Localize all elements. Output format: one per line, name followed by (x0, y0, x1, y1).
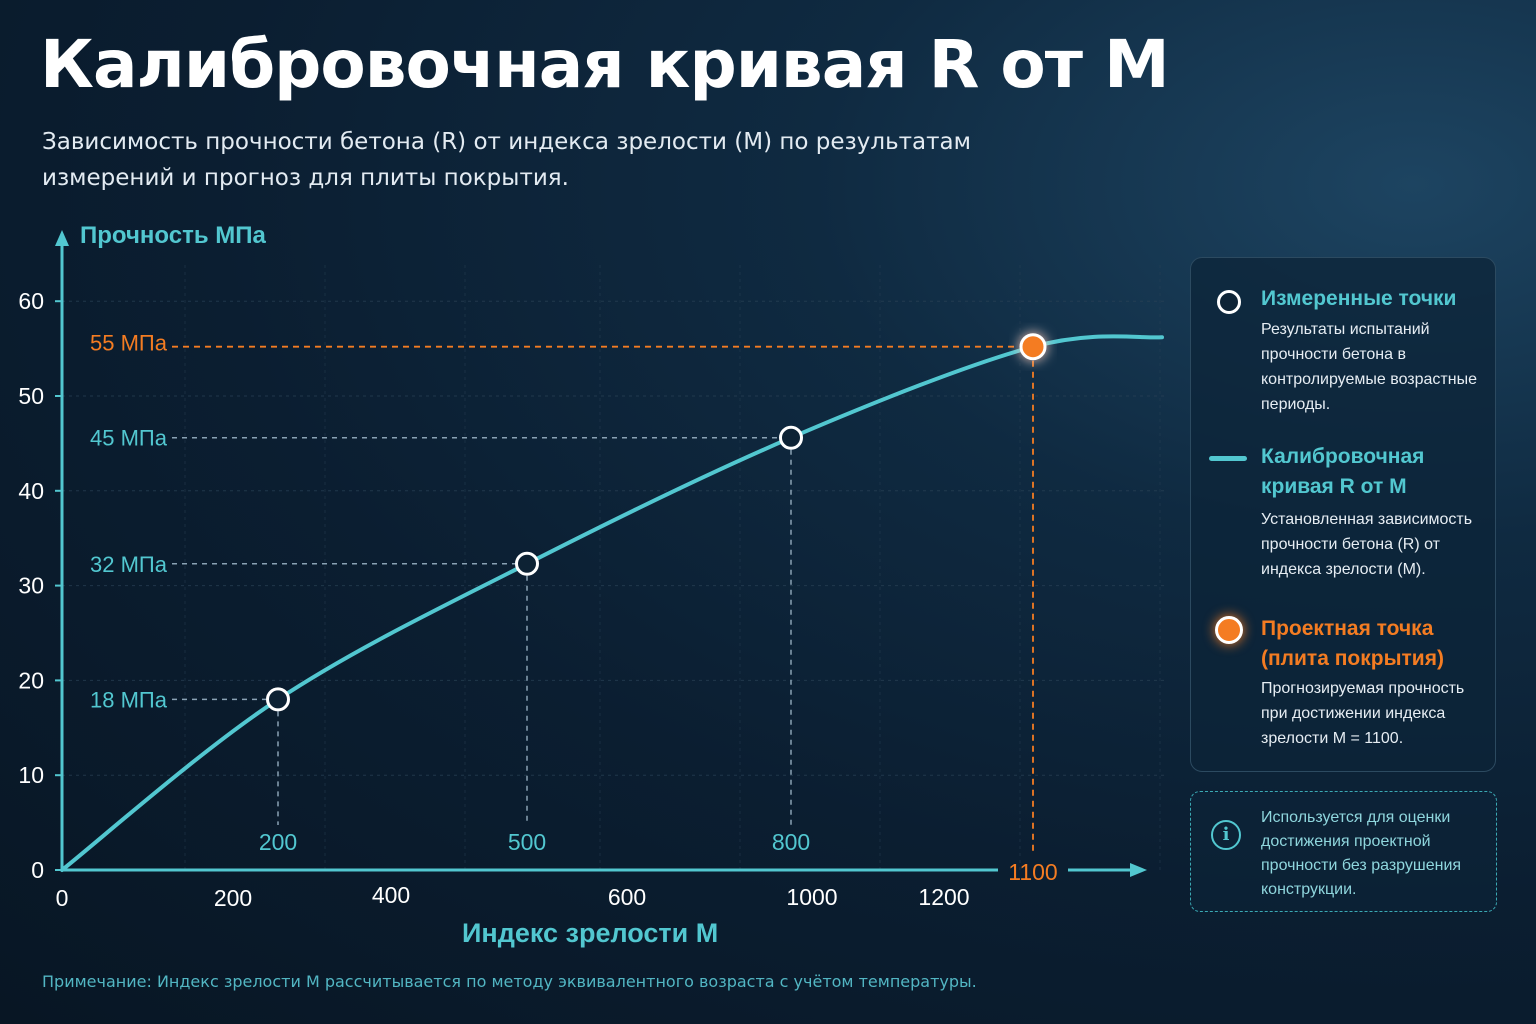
design-point-icon (1215, 616, 1243, 644)
calibration-curve (60, 334, 1164, 872)
y-tick-label: 30 (18, 573, 44, 599)
measured-x-label: 200 (259, 829, 297, 855)
x-tick-label: 0 (56, 885, 69, 911)
design-x-label: 1100 (1008, 859, 1057, 885)
x-axis-label: Индекс зрелости M (462, 918, 719, 948)
page-title: Калибровочная кривая R от M (40, 26, 1170, 103)
measured-x-label: 500 (508, 829, 546, 855)
y-tick-label: 50 (18, 383, 44, 409)
footer-note: Примечание: Индекс зрелости M рассчитыва… (42, 972, 977, 991)
measured-y-label: 32 МПа (90, 552, 168, 577)
measured-point (515, 551, 539, 576)
x-tick-label: 600 (608, 884, 646, 910)
y-tick-label: 40 (18, 478, 44, 504)
line-icon (1209, 456, 1247, 461)
measured-x-label: 800 (772, 829, 810, 855)
x-tick-label: 1200 (918, 884, 969, 910)
measured-y-label: 45 МПа (90, 426, 168, 451)
y-tick-label: 10 (18, 762, 44, 788)
legend-title-measured: Измеренные точки (1261, 287, 1457, 310)
x-tick-label: 200 (214, 885, 252, 911)
y-tick-label: 20 (18, 667, 44, 693)
legend-desc-measured: Результаты испытаний прочности бетона в … (1261, 321, 1477, 413)
legend-title-curve: Калибровочная кривая R от M (1261, 445, 1425, 498)
open-circle-icon (1217, 290, 1241, 314)
x-tick-label: 1000 (786, 884, 837, 910)
y-tick-labels: 0 10 20 30 40 50 60 (18, 288, 62, 883)
axes (55, 230, 1147, 877)
design-point (1019, 333, 1047, 361)
info-icon: i (1211, 820, 1241, 850)
info-box: i Используется для оценки достижения про… (1190, 791, 1497, 912)
measured-y-label: 18 МПа (90, 687, 168, 712)
legend-title-design: Проектная точка (плита покрытия) (1261, 617, 1444, 670)
measured-point (779, 425, 803, 450)
grid (62, 262, 1165, 870)
x-tick-labels: 0 200 400 600 1000 1200 (56, 882, 970, 911)
y-tick-label: 0 (31, 857, 44, 883)
measured-point (266, 687, 290, 712)
point-labels: 18 МПа 200 32 МПа 500 45 МПа 800 55 МПа 1100 (90, 331, 1058, 885)
y-tick-label: 60 (18, 288, 44, 314)
legend-desc-design: Прогнозируемая прочность при достижении … (1261, 680, 1465, 747)
legend-desc-curve: Установленная зависимость прочности бето… (1261, 511, 1473, 578)
y-axis-arrow (55, 230, 69, 246)
x-axis-arrow (1130, 863, 1147, 877)
data-points (266, 333, 1047, 712)
legend-panel: Измеренные точки Результаты испытаний пр… (1190, 257, 1496, 772)
design-y-label: 55 МПа (90, 331, 168, 356)
y-axis-label: Прочность МПа (80, 222, 266, 249)
info-text: Используется для оценки достижения проек… (1261, 809, 1462, 898)
page-subtitle: Зависимость прочности бетона (R) от инде… (42, 129, 971, 191)
guide-lines (172, 345, 1034, 855)
x-tick-label: 400 (372, 882, 410, 908)
